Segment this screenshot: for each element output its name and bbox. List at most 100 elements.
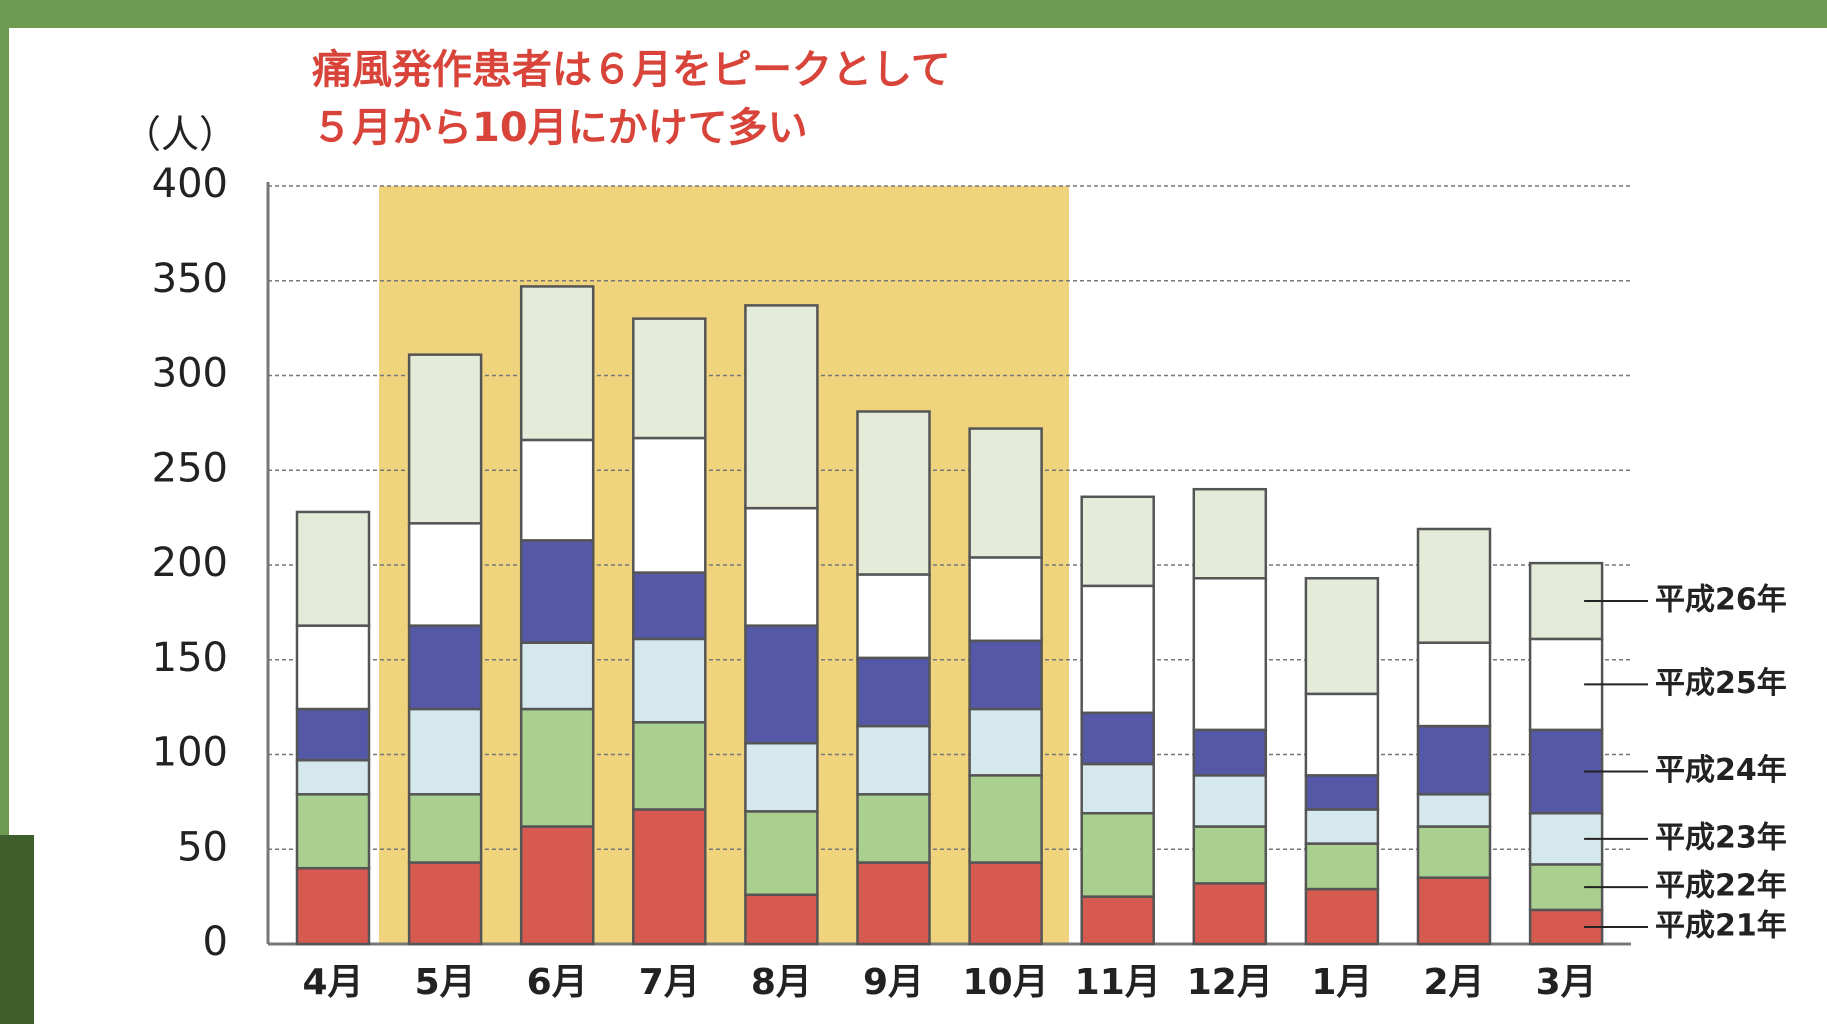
bar-segment: [856, 410, 931, 576]
bar-segment: [295, 707, 371, 762]
x-tick-label: 8月: [751, 962, 812, 1003]
bar-segment: [1080, 495, 1155, 588]
bar-segment: [744, 810, 819, 896]
bar-segment: [1080, 584, 1155, 715]
bar-segment: [519, 285, 595, 442]
bar-segment: [744, 304, 819, 510]
bar-segment: [1192, 487, 1268, 580]
bar-segment: [1416, 825, 1492, 879]
bar-segment: [519, 438, 595, 542]
legend-label: 平成26年: [1655, 583, 1787, 618]
bar-segment: [295, 510, 371, 627]
title-line: 痛風発作患者は６月をピークとして: [312, 47, 951, 93]
y-tick-label: 250: [152, 445, 228, 491]
bar-segment: [519, 825, 595, 946]
y-tick-label: 50: [177, 824, 228, 870]
bar-segment: [632, 637, 707, 724]
bar-segment: [407, 353, 483, 525]
bar-segment: [407, 624, 483, 711]
x-tick-label: 12月: [1187, 962, 1273, 1003]
x-tick-label: 2月: [1423, 962, 1484, 1003]
bar-segment: [632, 571, 707, 641]
grid: [266, 182, 1631, 946]
bar-segment: [1304, 577, 1380, 696]
bar-segment: [1080, 762, 1155, 815]
bar-segment: [1192, 728, 1268, 777]
bar-segment: [1192, 577, 1268, 732]
bar-segment: [1304, 692, 1380, 777]
bar-segment: [1080, 711, 1155, 766]
bar-segment: [1304, 887, 1380, 946]
x-tick-label: 9月: [863, 962, 924, 1003]
bar-segment: [295, 758, 371, 796]
bar-segment: [632, 436, 707, 574]
x-tick-label: 6月: [527, 962, 588, 1003]
legend-label: 平成23年: [1655, 820, 1787, 855]
bar-segment: [632, 808, 707, 946]
bar-segment: [856, 656, 931, 728]
bar-segment: [744, 624, 819, 745]
bar-segment: [1304, 774, 1380, 811]
bar-segment: [407, 861, 483, 946]
bar-segment: [744, 506, 819, 627]
y-tick-label: 350: [152, 256, 228, 302]
y-tick-label: 100: [152, 730, 228, 776]
bar-segment: [295, 793, 371, 870]
bar-segment: [407, 522, 483, 627]
legend-label: 平成21年: [1655, 908, 1787, 943]
bar-segment: [519, 707, 595, 828]
y-tick-label: 400: [152, 161, 228, 207]
labels: 0 50 100 150 200 250 300 350 400 4月 5月 6月 7月 8月 9月 10月 1…: [152, 161, 1787, 1003]
y-tick-label: 300: [152, 351, 228, 397]
bar-segment: [744, 893, 819, 946]
bar-segment: [1416, 724, 1492, 796]
bar-segment: [856, 573, 931, 660]
y-tick-label: 200: [152, 540, 228, 586]
title-line: ５月から10月にかけて多い: [312, 105, 808, 151]
y-unit: （人）: [123, 113, 237, 157]
bar-segment: [1304, 842, 1380, 891]
bar-segment: [519, 641, 595, 711]
bar-segment: [407, 793, 483, 864]
bar-segment: [1416, 527, 1492, 644]
x-tick-label: 10月: [963, 962, 1049, 1003]
bar-segment: [1192, 825, 1268, 885]
bar-segment: [1192, 882, 1268, 946]
bar-segment: [519, 539, 595, 644]
bar-segment: [968, 861, 1043, 946]
legend-label: 平成24年: [1655, 753, 1787, 788]
x-tick-label: 1月: [1311, 962, 1372, 1003]
legend-label: 平成22年: [1655, 869, 1787, 904]
bar-segment: [856, 861, 931, 946]
bar-segment: [1080, 811, 1155, 898]
x-tick-label: 3月: [1536, 962, 1597, 1003]
bar-segment: [1416, 876, 1492, 946]
x-tick-label: 7月: [639, 962, 700, 1003]
bar-segment: [968, 707, 1043, 777]
bar-segment: [295, 624, 371, 711]
bar-segment: [856, 724, 931, 796]
bar-segment: [407, 707, 483, 796]
corner-image: [0, 835, 34, 1024]
bar-segment: [1192, 774, 1268, 828]
y-tick-label: 0: [203, 919, 228, 965]
legend-label: 平成25年: [1655, 666, 1787, 701]
bar-segment: [968, 556, 1043, 643]
bar-segment: [968, 427, 1043, 559]
bar-segment: [1416, 641, 1492, 728]
bar-segment: [968, 774, 1043, 864]
x-tick-label: 4月: [302, 962, 363, 1003]
x-tick-label: 5月: [415, 962, 476, 1003]
bar-segment: [968, 639, 1043, 711]
bar-segment: [1304, 808, 1380, 845]
bar-segment: [295, 866, 371, 946]
y-tick-label: 150: [152, 635, 228, 681]
bar-segment: [632, 317, 707, 440]
x-tick-label: 11月: [1075, 962, 1161, 1003]
bars: [295, 285, 1604, 946]
bar-segment: [856, 793, 931, 864]
bar-segment: [744, 741, 819, 813]
bar-segment: [632, 721, 707, 811]
